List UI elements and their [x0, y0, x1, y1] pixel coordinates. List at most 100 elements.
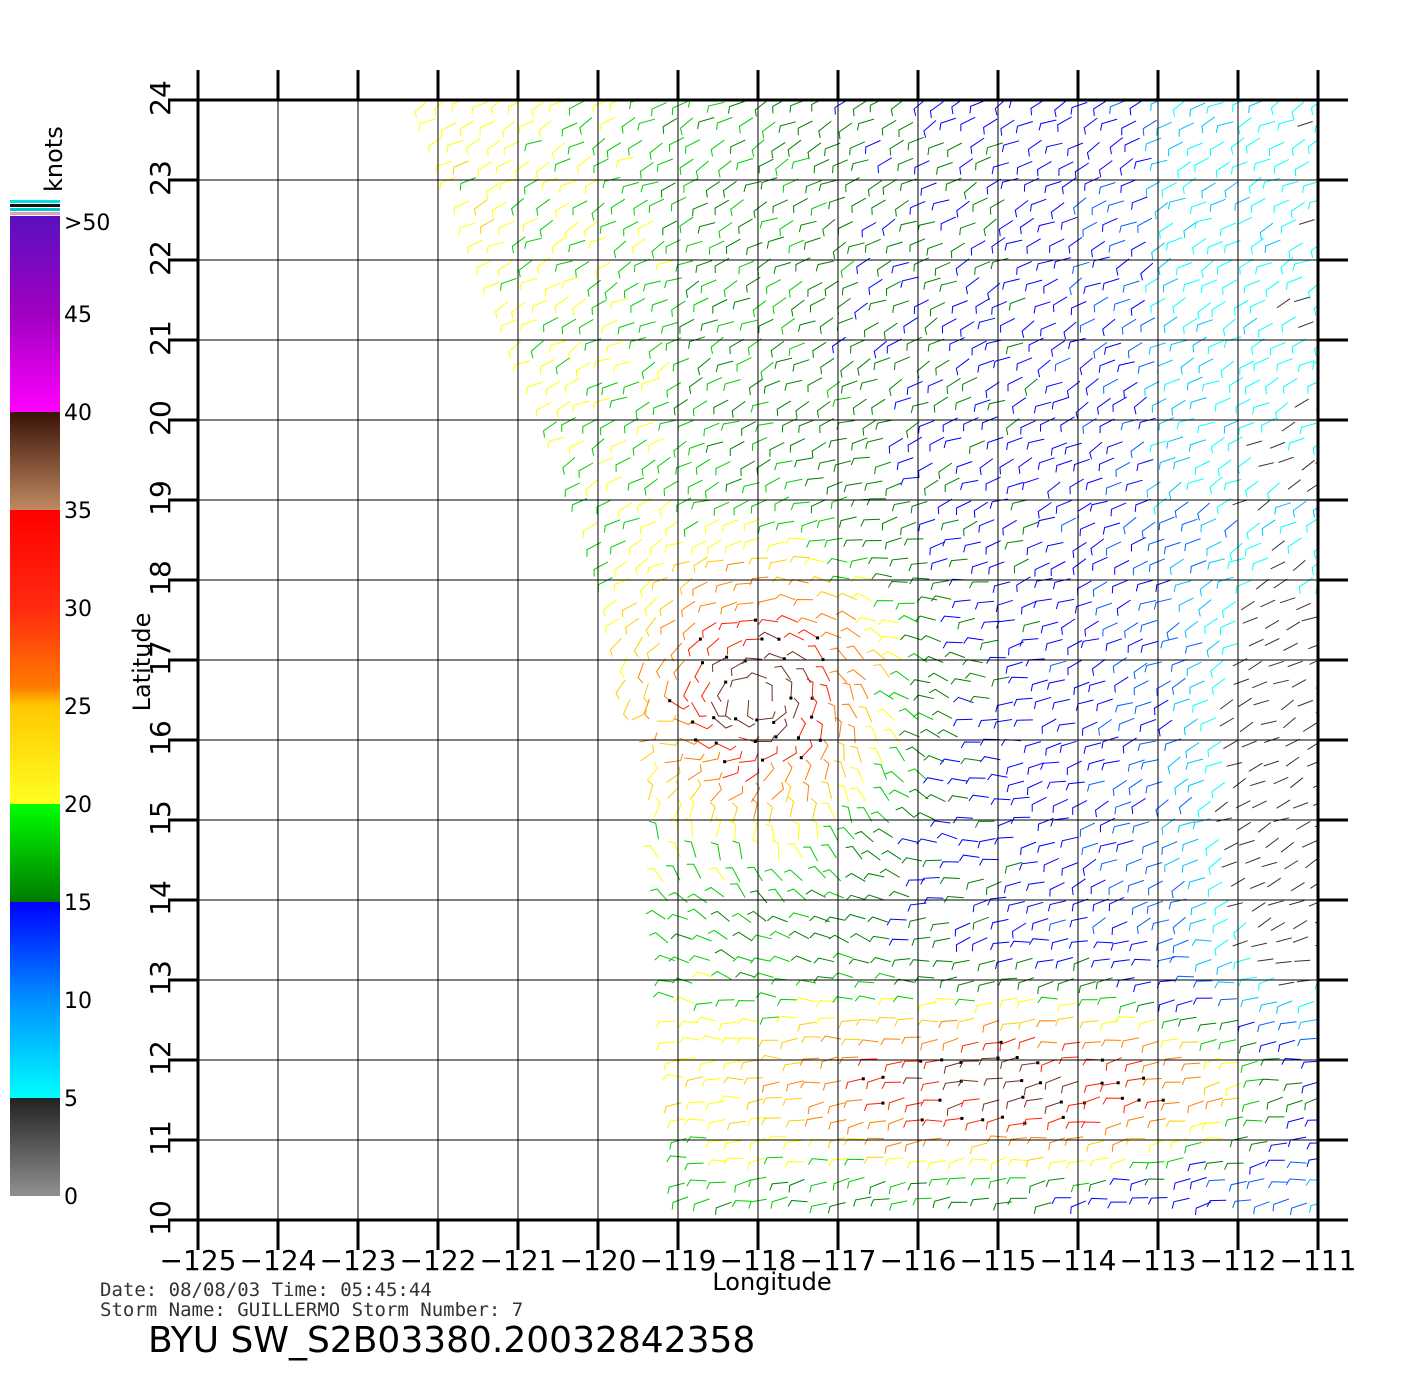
wind-barb: [959, 222, 976, 236]
wind-barb: [1338, 502, 1352, 517]
wind-barb: [511, 197, 525, 216]
wind-barb: [790, 955, 812, 963]
wind-barb: [940, 216, 956, 231]
wind-barb: [1112, 396, 1128, 412]
wind-barb: [852, 398, 867, 416]
wind-barb: [897, 157, 914, 172]
wind-barb: [564, 377, 580, 394]
wind-barb: [1072, 261, 1090, 274]
wind-barb: [1130, 958, 1151, 966]
wind-barb: [1280, 699, 1295, 711]
wind-barb: [1010, 816, 1031, 825]
wind-barb: [1141, 840, 1159, 855]
wind-barb: [866, 649, 887, 661]
wind-barb: [987, 896, 1007, 906]
wind-barb: [974, 1002, 993, 1013]
rain-flag-marker: [782, 657, 786, 661]
wind-barb: [913, 299, 929, 314]
wind-barb: [1293, 920, 1308, 930]
wind-barb: [728, 100, 745, 114]
wind-barb: [698, 1060, 717, 1072]
wind-barb: [828, 196, 846, 210]
wind-barb: [666, 766, 681, 783]
wind-barb: [1114, 676, 1129, 693]
wind-barb: [1030, 679, 1048, 692]
wind-barb: [887, 580, 908, 588]
wind-barb: [1240, 997, 1259, 1008]
wind-barb: [1281, 181, 1299, 193]
wind-barb: [1047, 1116, 1064, 1131]
wind-barb: [518, 120, 536, 134]
wind-barb: [815, 612, 837, 621]
wind-barb: [1099, 1082, 1119, 1093]
wind-barb: [593, 158, 609, 173]
wind-barb: [944, 477, 960, 493]
wind-barb: [1069, 916, 1088, 928]
wind-barb: [759, 1016, 779, 1025]
wind-barb: [977, 317, 996, 330]
wind-barb: [966, 878, 984, 890]
wind-barb: [1224, 520, 1238, 538]
wind-barb: [824, 537, 843, 548]
colorbar-tick-label: 10: [64, 989, 92, 1014]
wind-barb: [685, 280, 700, 298]
wind-barb: [1109, 1158, 1127, 1172]
wind-barb: [584, 220, 598, 238]
wind-barb: [1249, 1141, 1268, 1152]
wind-barb: [1137, 1019, 1156, 1031]
x-tick-label: −121: [480, 1244, 557, 1277]
wind-barb: [1258, 1041, 1277, 1053]
wind-barb: [691, 702, 707, 717]
wind-barb: [786, 651, 807, 661]
wind-barb: [722, 519, 739, 533]
wind-barb: [979, 639, 998, 651]
wind-barb: [1078, 999, 1098, 1007]
wind-barb: [1205, 839, 1219, 856]
wind-barb: [705, 1100, 725, 1111]
wind-barb: [1158, 516, 1175, 531]
wind-barb: [959, 158, 974, 175]
wind-barb: [1297, 121, 1313, 127]
wind-barb: [818, 179, 837, 192]
wind-barb: [1264, 1116, 1285, 1124]
wind-barb: [564, 482, 580, 497]
wind-barb: [641, 459, 656, 477]
wind-barb: [1176, 261, 1193, 276]
wind-barb: [827, 702, 837, 722]
wind-barb: [1110, 502, 1127, 517]
wind-barb: [1000, 317, 1016, 333]
wind-barb: [1121, 318, 1137, 335]
wind-barb: [1114, 560, 1130, 575]
wind-barb: [1225, 1082, 1242, 1097]
wind-barb: [1125, 1137, 1146, 1145]
wind-barb: [710, 782, 722, 802]
wind-barb: [833, 760, 847, 778]
wind-barb: [639, 732, 658, 743]
wind-barb: [1016, 357, 1033, 371]
wind-barb: [621, 181, 639, 194]
wind-barb: [663, 680, 671, 702]
wind-barb: [815, 1000, 836, 1008]
wind-barb: [809, 915, 830, 923]
wind-barb: [823, 825, 839, 841]
wind-barb: [1288, 437, 1305, 451]
wind-barb: [1131, 797, 1146, 814]
wind-barb: [1207, 340, 1224, 355]
wind-barb: [568, 239, 586, 253]
wind-barb: [909, 200, 926, 215]
wind-barb: [1307, 742, 1318, 751]
wind-barb: [1132, 560, 1148, 576]
wind-barb: [479, 120, 495, 135]
wind-barb: [1258, 462, 1275, 467]
file-title: BYU SW_S2B03380.20032842358: [148, 1320, 755, 1361]
wind-barb: [1034, 696, 1052, 709]
wind-barb: [791, 157, 810, 170]
wind-barb: [908, 917, 927, 929]
wind-barb: [1168, 481, 1182, 500]
colorbar-tick-label: 20: [64, 793, 92, 818]
wind-barb: [1151, 397, 1167, 413]
wind-barb: [1044, 1101, 1062, 1114]
wind-barb: [985, 381, 1000, 398]
wind-barb: [1144, 1178, 1165, 1186]
wind-barb: [672, 358, 689, 372]
